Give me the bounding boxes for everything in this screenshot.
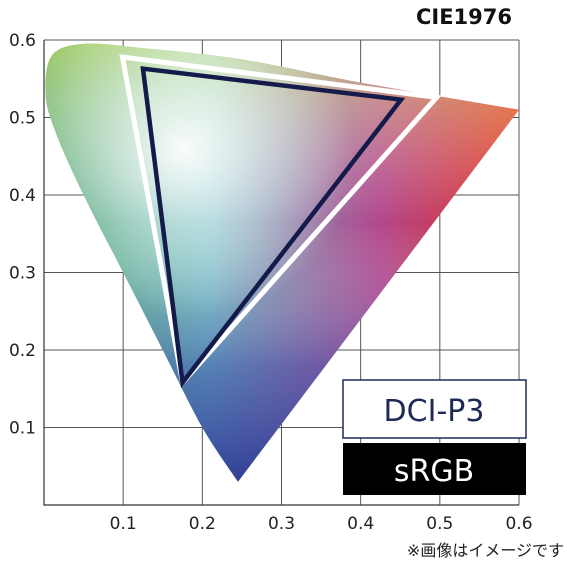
x-tick-label-2: 0.2	[189, 514, 216, 534]
y-tick-label-6: 0.6	[9, 31, 36, 51]
x-tick-label-4: 0.4	[347, 514, 374, 534]
chart-title: CIE1976	[416, 5, 512, 29]
y-tick-label-5: 0.5	[9, 109, 36, 129]
y-tick-label-4: 0.4	[9, 186, 36, 206]
gamut-triangle-dci-p3	[119, 54, 442, 389]
y-tick-label-1: 0.1	[9, 419, 36, 439]
legend-srgb-box	[343, 443, 526, 495]
x-tick-label-1: 0.1	[110, 514, 137, 534]
image-note: ※画像はイメージです	[407, 541, 564, 560]
axes	[43, 40, 519, 506]
y-tick-label-2: 0.2	[9, 341, 36, 361]
legend-dci-p3-box	[342, 379, 527, 439]
y-tick-label-3: 0.3	[9, 264, 36, 284]
gamut-triangle-srgb	[140, 66, 406, 389]
gamut-triangles	[119, 54, 442, 389]
x-tick-label-5: 0.5	[426, 514, 453, 534]
legend-srgb-label: sRGB	[394, 454, 474, 489]
x-tick-label-3: 0.3	[268, 514, 295, 534]
tick-labels: 0.1 0.2 0.3 0.4 0.5 0.6 0.1 0.2 0.3 0.4 0.5 0.6	[9, 31, 533, 534]
x-tick-label-6: 0.6	[505, 514, 532, 534]
legend-dci-p3-label: DCI-P3	[384, 394, 485, 429]
legend: DCI-P3 sRGB	[342, 379, 527, 495]
